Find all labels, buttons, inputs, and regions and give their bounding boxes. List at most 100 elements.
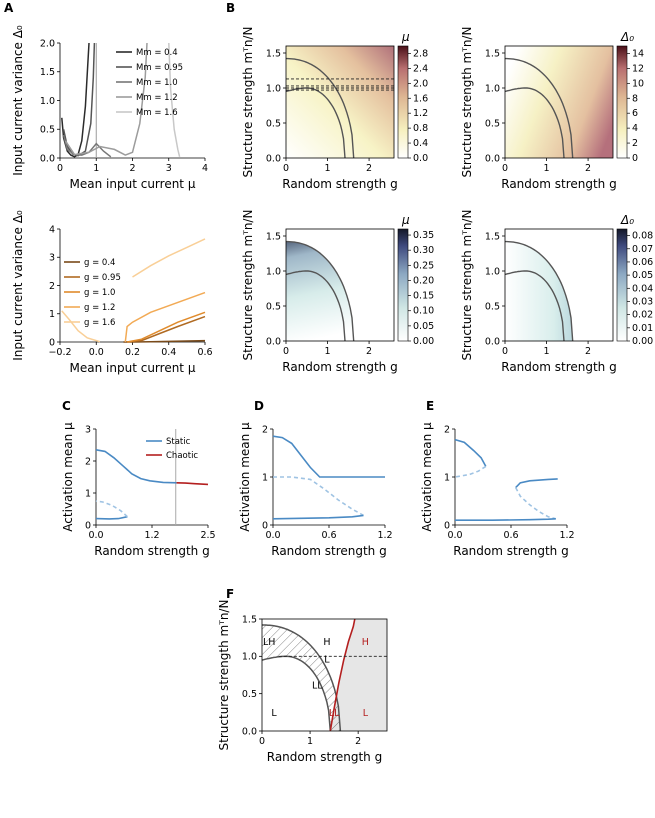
colorbar-tick-label: 0.0 (413, 153, 428, 164)
branch-line (515, 478, 558, 489)
y-tick-label: 1 (49, 309, 55, 320)
x-tick-label: 2 (355, 736, 361, 747)
x-axis-label: Random strength g (282, 360, 397, 374)
x-tick-label: 0.6 (503, 530, 518, 541)
colorbar-title: μ (401, 213, 410, 227)
x-tick-label: 1 (544, 163, 550, 174)
series-line (64, 42, 148, 156)
phase-boundary-upper (505, 240, 574, 342)
branch-line (272, 514, 364, 520)
x-axis-label: Random strength g (282, 177, 397, 191)
colorbar-tick-label: 0.06 (632, 257, 653, 268)
colorbar-tick-label: 2.4 (413, 63, 428, 74)
x-tick-label: 2 (129, 163, 135, 174)
colorbar-tick-label: 0 (632, 153, 638, 164)
colorbar-tick-label: 6 (632, 108, 638, 119)
region-label: LL (312, 680, 323, 691)
y-tick-label: 0.5 (242, 689, 257, 700)
y-tick-label: 1.5 (485, 48, 500, 59)
y-tick-label: 3 (49, 253, 55, 264)
axes-frame (504, 228, 614, 342)
colorbar-gradient (397, 228, 409, 342)
region-label: LH (263, 637, 275, 648)
phase-boundary-upper (286, 240, 355, 342)
x-tick-label: 1.2 (144, 530, 159, 541)
colorbar-tick-label: 4 (632, 123, 638, 134)
colorbar-tick-label: 0.35 (413, 230, 434, 241)
y-tick-label: 2 (444, 424, 450, 435)
legend-label: Mm = 1.0 (136, 78, 178, 88)
colorbar-title: Δ₀ (620, 30, 634, 44)
colorbar-tick-label: 1.2 (413, 108, 428, 119)
y-tick-label: 1.0 (242, 652, 257, 663)
phase-boundary-lower (504, 270, 565, 342)
heatmap-field (505, 46, 613, 158)
heatmap-field (286, 46, 394, 158)
legend: g = 0.4 g = 0.95 g = 1.0 g = 1.2 g = 1.6 (64, 258, 121, 328)
panel-letter-f: F (226, 587, 234, 601)
colorbar: 0.0 0.4 0.8 1.2 1.6 2.0 2.4 2.8μ (397, 30, 428, 164)
colorbar-tick-label: 0.4 (413, 138, 428, 149)
x-axis-label: Random strength g (501, 360, 616, 374)
y-tick-label: 1.0 (266, 83, 281, 94)
phase-boundary-upper (505, 57, 574, 159)
phase-boundary-upper (262, 624, 342, 732)
colorbar-tick-label: 0.07 (632, 244, 653, 255)
y-tick-label: 0.0 (242, 726, 257, 737)
phase-boundary-lower (504, 87, 565, 159)
series-line (126, 311, 206, 343)
panel-b4-heatmap: 0 1 2 0.0 0.5 1.0 1.5 Random strength g Structur… (460, 210, 653, 374)
y-tick-label: 1.5 (485, 231, 500, 242)
x-tick-label: 1.2 (559, 530, 574, 541)
y-tick-label: 0.0 (485, 153, 500, 164)
branch-line (455, 518, 556, 521)
colorbar: 0 2 4 6 8 10 12 14 Δ₀ (616, 30, 644, 164)
colorbar-tick-label: 0.15 (413, 291, 434, 302)
series-line (168, 42, 181, 157)
legend-label: g = 1.6 (84, 318, 115, 328)
x-tick-label: 0.0 (447, 530, 462, 541)
panel-a-top-chart: 0 1 2 3 4 0.0 0.5 1.0 1.5 2.0 Mean input current μ… (11, 25, 208, 191)
legend-label: Mm = 0.95 (136, 63, 183, 73)
colorbar-tick-label: 0.20 (413, 275, 434, 286)
panel-letter-a: A (4, 1, 14, 15)
panel-b1-heatmap: 0 1 2 0.0 0.5 1.0 1.5 Random strength g Structur… (241, 27, 428, 191)
x-tick-label: 1.2 (377, 530, 392, 541)
y-axis-label: Structure strength mᵀn/N (241, 210, 255, 361)
x-axis-label: Mean input current μ (70, 177, 196, 191)
legend: Static Chaotic (146, 437, 198, 461)
colorbar-gradient (616, 45, 628, 159)
panel-e-chart: 0.0 0.6 1.2 0 1 2 Random strength g Activation … (420, 422, 575, 558)
x-axis-label: Mean input current μ (70, 361, 196, 375)
region-label: H (323, 637, 330, 648)
y-tick-label: 0.5 (40, 125, 55, 136)
axes-frame (261, 618, 388, 732)
branch-line (454, 465, 487, 478)
legend-label: g = 1.0 (84, 288, 115, 298)
axes-frame (285, 228, 395, 342)
branch-line (514, 487, 557, 520)
x-axis-label: Random strength g (271, 544, 386, 558)
colorbar-tick-label: 14 (632, 48, 644, 59)
colorbar-tick-label: 10 (632, 78, 644, 89)
y-axis-label: Structure strength mᵀn/N (241, 27, 255, 178)
y-tick-label: 1.0 (485, 83, 500, 94)
y-tick-label: 0.0 (485, 336, 500, 347)
colorbar-tick-label: 0.04 (632, 283, 653, 294)
x-tick-label: 2 (585, 163, 591, 174)
y-tick-label: 0 (444, 520, 450, 531)
colorbar-title: μ (401, 30, 410, 44)
branch-line (95, 500, 128, 518)
series-line (127, 315, 206, 343)
y-axis-label: Activation mean μ (238, 422, 252, 532)
colorbar-tick-label: 0.05 (632, 270, 653, 281)
panel-f-phase-diagram: 0 1 2 0.0 0.5 1.0 1.5 Random strength g Structur… (217, 600, 388, 764)
chaotic-boundary (329, 618, 356, 732)
y-tick-label: 0 (262, 520, 268, 531)
colorbar: 0.00 0.01 0.02 0.03 0.04 0.05 0.06 0.07 0.08 Δ₀ (616, 213, 653, 347)
y-tick-label: 1 (444, 472, 450, 483)
branch-line (176, 482, 209, 486)
x-tick-label: 0 (502, 346, 508, 357)
y-tick-label: 1.0 (485, 266, 500, 277)
x-axis-label: Random strength g (453, 544, 568, 558)
